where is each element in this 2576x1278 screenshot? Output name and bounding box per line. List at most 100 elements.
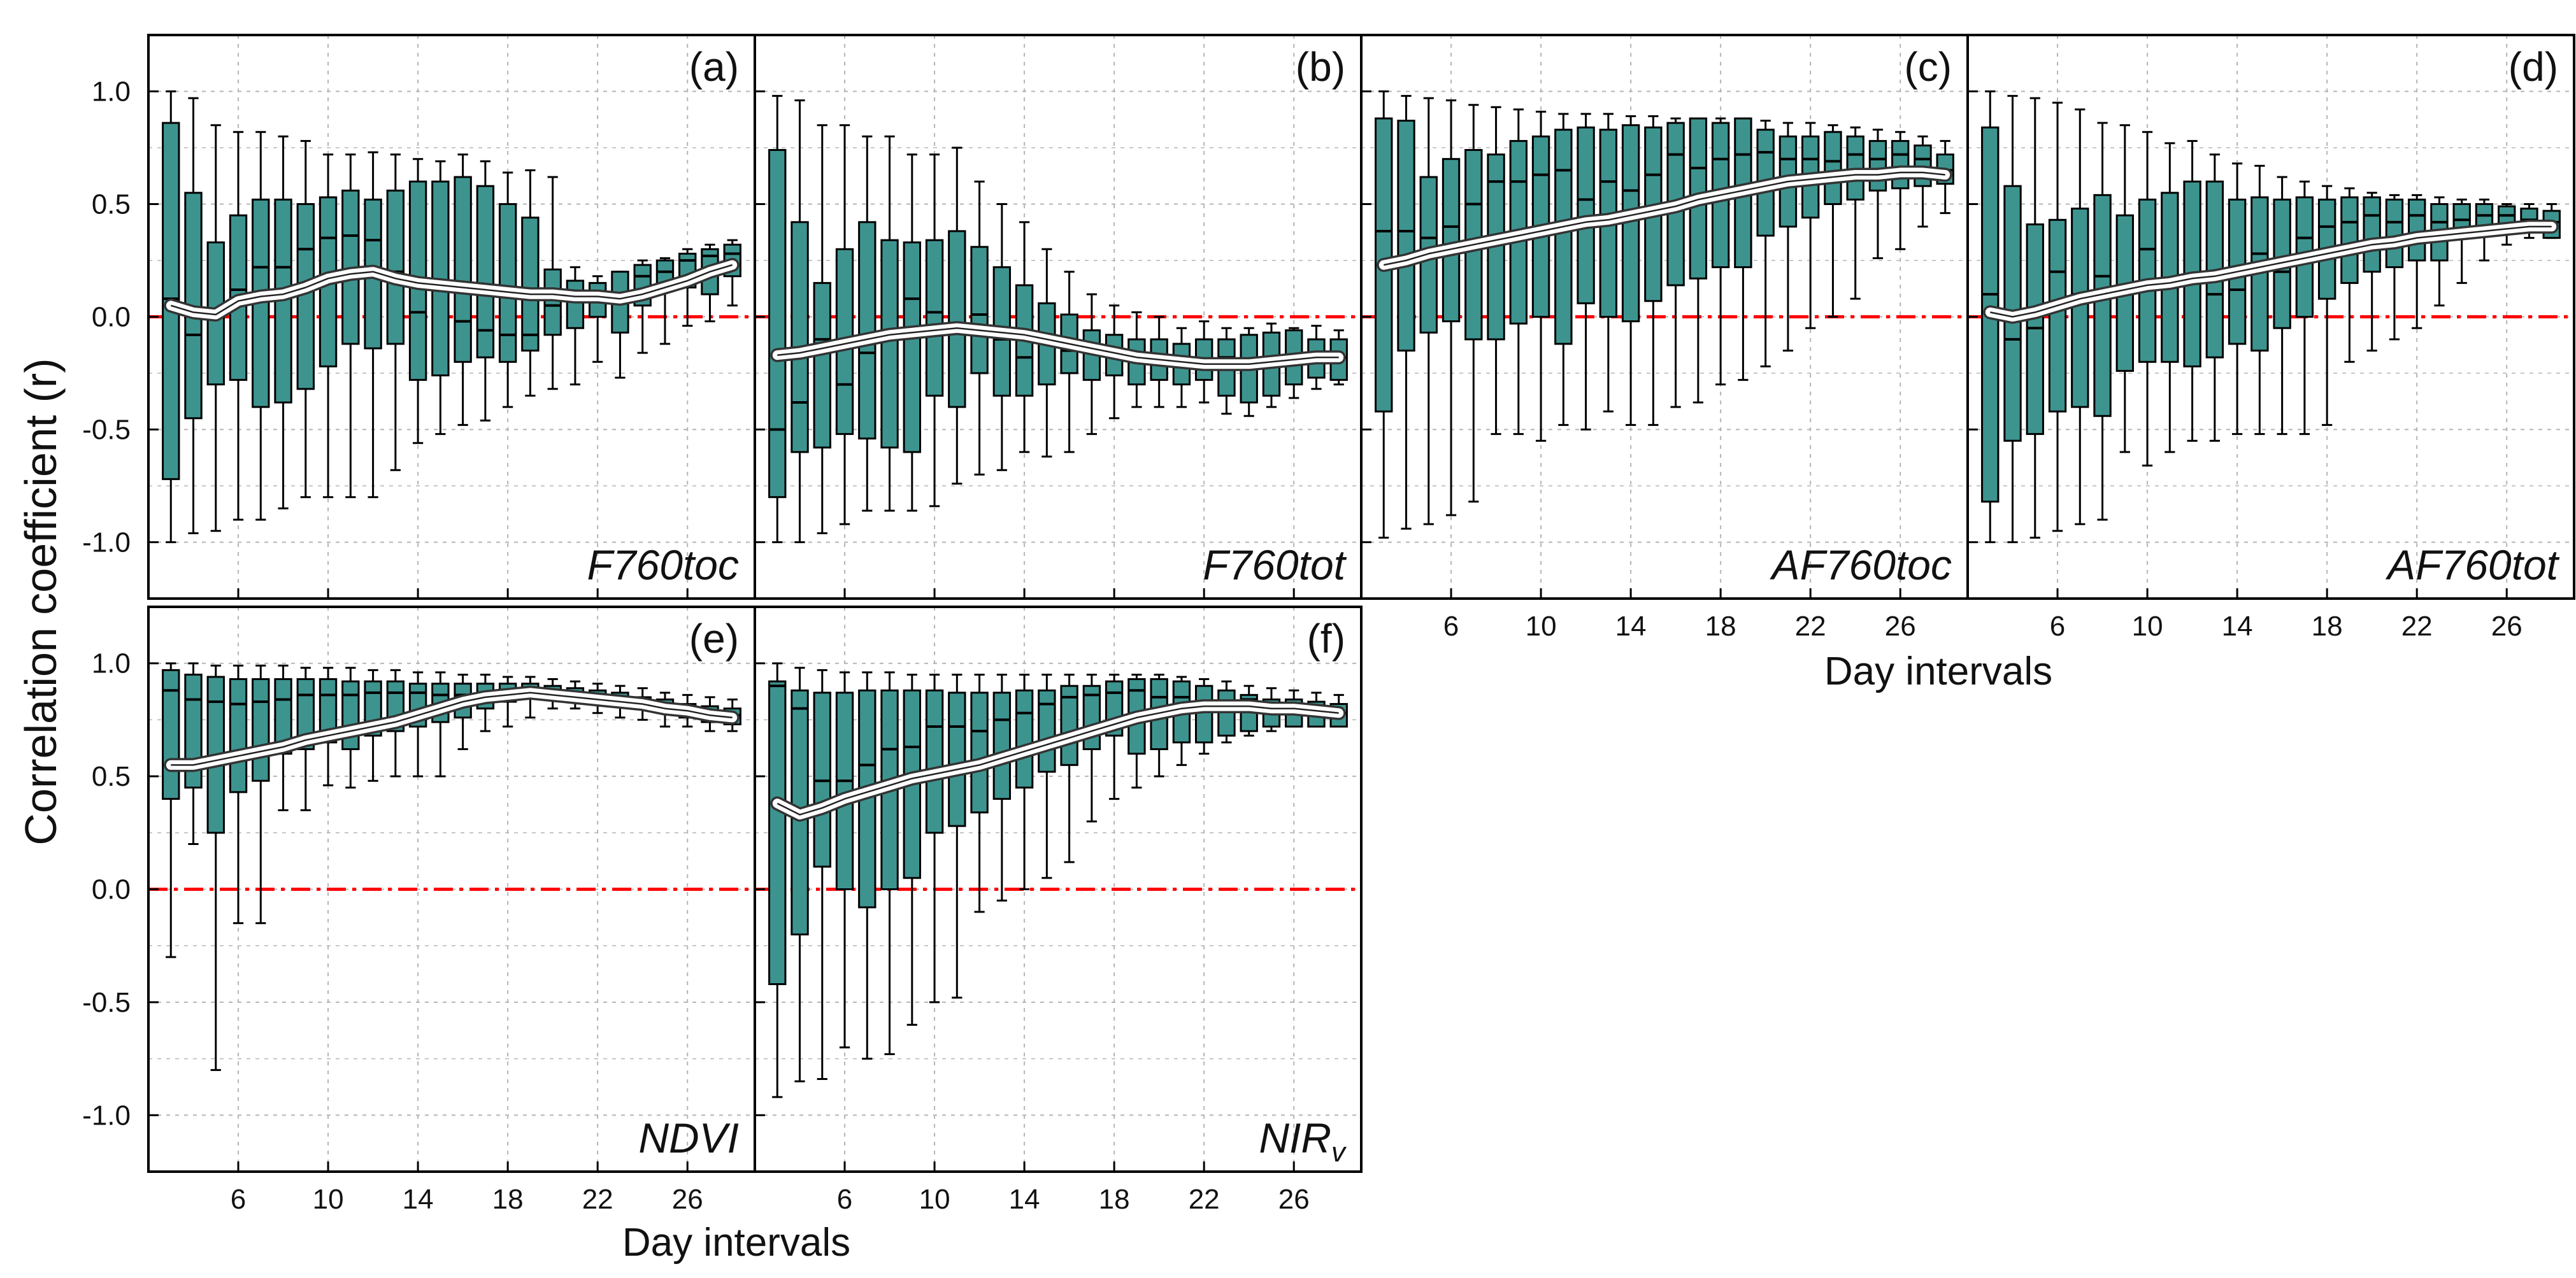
panel-letter: (b) [1296, 44, 1345, 90]
box-iqr [813, 281, 831, 449]
panel-letter: (f) [1307, 616, 1345, 662]
mean-line [1990, 225, 2552, 318]
y-tick-label: -0.5 [82, 987, 131, 1018]
box-iqr [1891, 139, 1910, 190]
box-iqr [2093, 194, 2112, 417]
variable-name-main: F760tot [1203, 541, 1347, 588]
x-tick-label: 6 [1443, 611, 1459, 642]
box-c-day-6 [1442, 99, 1461, 516]
box-a-day-17 [476, 160, 495, 422]
x-tick-label: 18 [1705, 611, 1736, 642]
box-iqr [768, 680, 787, 986]
panel-f: 6 10 14 18 22 26 (f) NIRv [754, 606, 1363, 1215]
box-d-day-20 [2363, 192, 2381, 352]
panel-variable-name: AF760toc [1770, 541, 1952, 588]
box-f-day-13 [992, 673, 1012, 902]
y-axis-label: Correlation coefficient (r) [16, 358, 66, 845]
x-tick-label: 6 [231, 1184, 246, 1215]
box-iqr [1038, 689, 1056, 773]
box-c-day-4 [1397, 95, 1415, 530]
x-tick-label: 22 [582, 1184, 613, 1215]
box-iqr [880, 239, 899, 449]
box-a-day-18 [498, 171, 517, 408]
x-tick-label: 26 [672, 1184, 703, 1215]
y-tick-label: -0.5 [82, 415, 131, 446]
panel-letter: (c) [1904, 44, 1952, 90]
box-iqr [2048, 218, 2067, 413]
box-iqr [498, 203, 517, 363]
box-a-day-3 [162, 90, 180, 543]
y-tick-label: 0.5 [92, 761, 131, 792]
box-d-day-21 [2385, 194, 2404, 341]
box-iqr [2385, 198, 2404, 269]
box-b-day-11 [948, 146, 966, 485]
x-tick-label: 10 [1526, 611, 1557, 642]
box-iqr [386, 189, 405, 345]
box-c-day-25 [1868, 129, 1887, 259]
panel-letter: (a) [689, 44, 739, 90]
panel-variable-name: AF760tot [2385, 541, 2559, 588]
box-c-day-26 [1891, 131, 1910, 250]
box-e-day-7 [252, 664, 270, 925]
box-iqr [1868, 139, 1887, 192]
box-f-day-3 [768, 662, 787, 1098]
box-iqr [948, 692, 966, 827]
box-iqr [566, 280, 585, 329]
box-a-day-16 [454, 153, 472, 426]
x-tick-label: 10 [919, 1184, 950, 1215]
box-c-day-11 [1554, 113, 1573, 426]
box-f-day-14 [1015, 673, 1034, 890]
x-tick-label: 10 [313, 1184, 344, 1215]
y-tick-label: 0.5 [92, 189, 131, 220]
box-iqr [2363, 196, 2381, 273]
x-tick-label: 6 [837, 1184, 852, 1215]
box-iqr [431, 180, 450, 377]
panel-variable-name: F760tot [1203, 541, 1347, 588]
mean-line [777, 327, 1339, 366]
box-iqr [1060, 685, 1078, 766]
box-d-day-6 [2048, 101, 2067, 532]
box-iqr [1824, 131, 1842, 205]
panel-variable-name: NIRv [1259, 1114, 1347, 1168]
x-tick-label: 14 [1615, 611, 1647, 642]
mean-line [1384, 171, 1945, 266]
box-f-day-11 [948, 673, 966, 999]
box-e-day-3 [162, 662, 180, 958]
x-tick-label: 6 [2050, 611, 2065, 642]
box-b-day-10 [925, 153, 944, 508]
x-tick-label: 22 [1189, 1184, 1220, 1215]
box-f-day-12 [970, 673, 989, 913]
box-iqr [925, 239, 944, 397]
box-b-day-3 [768, 95, 787, 543]
x-tick-label: 26 [2491, 611, 2522, 642]
panel-letter: (d) [2508, 44, 2558, 90]
variable-name-main: AF760tot [2385, 541, 2559, 588]
box-f-day-10 [925, 673, 944, 1004]
box-d-day-5 [2026, 97, 2044, 539]
box-iqr [1194, 685, 1213, 744]
x-tick-label: 14 [1009, 1184, 1040, 1215]
box-d-day-22 [2407, 194, 2426, 329]
box-b-day-5 [813, 124, 831, 534]
panel-letter: (e) [689, 616, 739, 662]
box-d-day-19 [2340, 187, 2359, 363]
box-b-day-8 [880, 135, 899, 512]
box-a-day-9 [296, 139, 315, 499]
box-iqr [476, 185, 495, 359]
panels: 1.0 0.5 0.0 -0.5 -1.0 (a) F760toc (b) F760tot 6 10… [82, 34, 2575, 1215]
y-tick-label: -1.0 [82, 1100, 131, 1131]
box-a-day-19 [521, 169, 540, 397]
box-iqr [2407, 198, 2426, 262]
mean-line [170, 264, 733, 316]
box-iqr [970, 246, 989, 374]
panel-b: (b) F760tot [754, 34, 1363, 600]
box-iqr [1015, 689, 1034, 789]
box-iqr [1554, 129, 1573, 345]
box-iqr [543, 268, 562, 336]
box-iqr [229, 678, 248, 793]
box-iqr [252, 678, 270, 782]
panel-d: 6 10 14 18 22 26 (d) AF760tot [1966, 34, 2575, 642]
box-a-day-15 [431, 160, 450, 436]
x-tick-label: 26 [1885, 611, 1916, 642]
